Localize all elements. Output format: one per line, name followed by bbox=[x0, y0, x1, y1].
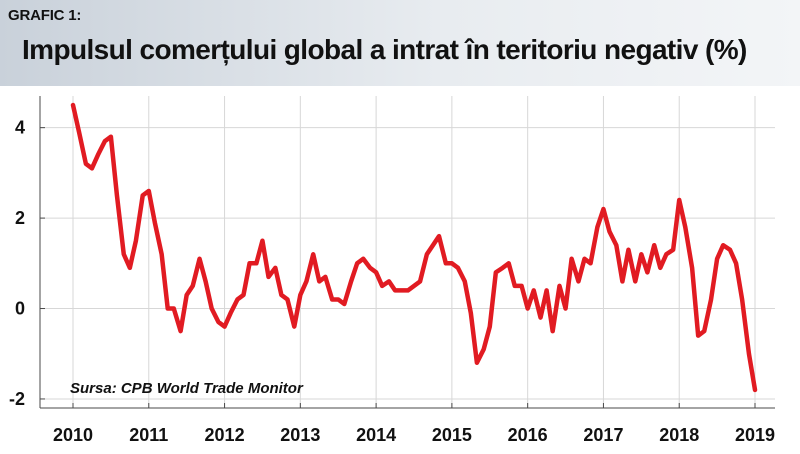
chart-label: GRAFIC 1: bbox=[8, 7, 82, 24]
chart-title: Impulsul comerțului global a intrat în t… bbox=[22, 34, 747, 65]
x-tick-label: 2016 bbox=[508, 425, 548, 445]
chart-header: GRAFIC 1: Impulsul comerțului global a i… bbox=[0, 0, 800, 86]
x-tick-label: 2019 bbox=[735, 425, 775, 445]
line-chart: -2 0 2 4 2010 2011 2012 2013 2014 2015 2016 2017 201… bbox=[9, 96, 775, 445]
x-tick-label: 2011 bbox=[129, 425, 168, 445]
y-tick-label: 2 bbox=[15, 208, 25, 228]
y-tick-label: 0 bbox=[15, 299, 25, 319]
chart-area: -2 0 2 4 2010 2011 2012 2013 2014 2015 2016 2017 201… bbox=[0, 86, 800, 454]
source-annotation: Sursa: CPB World Trade Monitor bbox=[70, 380, 304, 397]
x-tick-label: 2013 bbox=[280, 425, 320, 445]
plot-background bbox=[40, 96, 775, 408]
y-tick-label: 4 bbox=[15, 118, 25, 138]
y-tick-label: -2 bbox=[9, 389, 25, 409]
series-line-1 bbox=[70, 102, 758, 393]
x-tick-label: 2010 bbox=[53, 425, 93, 445]
x-tick-label: 2015 bbox=[432, 425, 472, 445]
x-tick-label: 2017 bbox=[583, 425, 623, 445]
x-tick-label: 2014 bbox=[356, 425, 396, 445]
x-tick-label: 2012 bbox=[205, 425, 245, 445]
x-tick-label: 2018 bbox=[659, 425, 699, 445]
